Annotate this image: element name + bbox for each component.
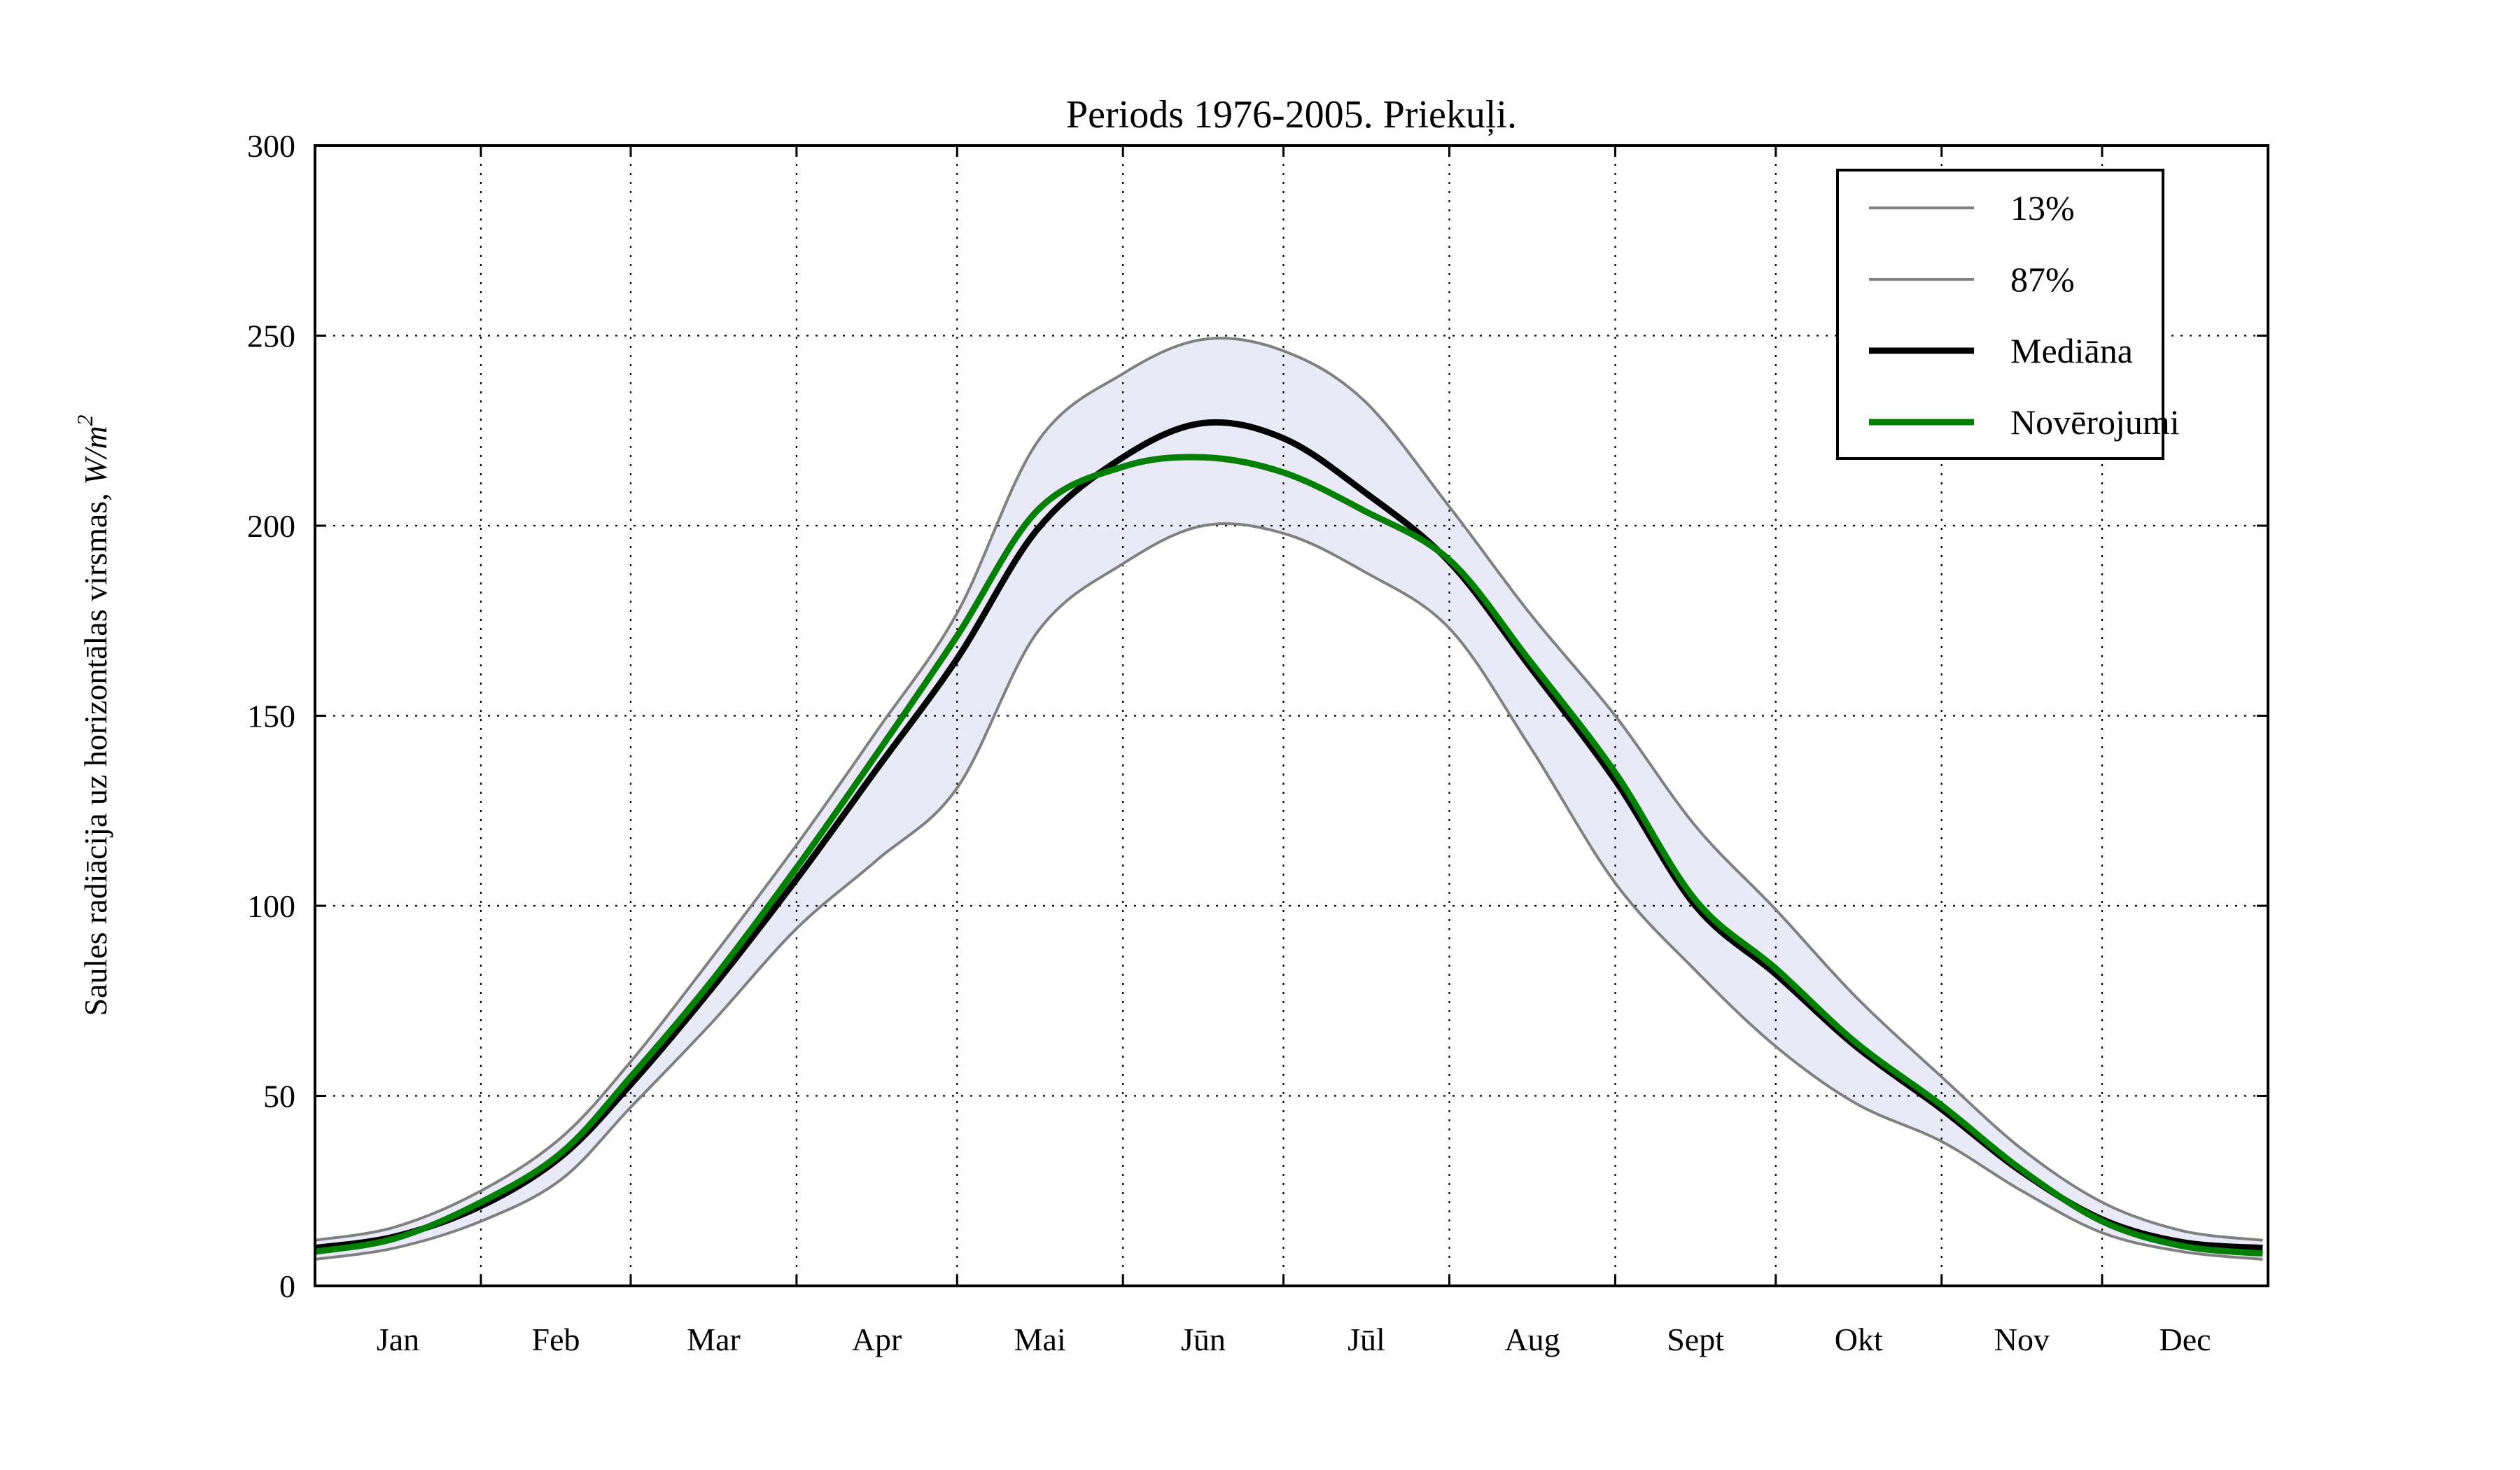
legend-label-noverojumi: Novērojumi	[2010, 402, 2180, 442]
x-tick-label-month: Jan	[377, 1322, 419, 1357]
x-tick-label-month: Mai	[1014, 1322, 1066, 1357]
y-tick-label: 200	[247, 508, 295, 544]
legend-label-mediana: Mediāna	[2010, 331, 2133, 370]
y-axis-label-text: Saules radiācija uz horizontālas virsmas…	[78, 485, 113, 1016]
line-13pct	[314, 522, 2263, 1261]
y-axis-label-math: W/m	[78, 426, 113, 484]
x-tick-label-month: Mar	[687, 1322, 741, 1357]
legend-box	[1836, 169, 2164, 460]
x-tick-label-month: Jūl	[1348, 1322, 1385, 1357]
x-tick-label-month: Okt	[1835, 1322, 1883, 1357]
x-tick-label-month: Nov	[1994, 1322, 2050, 1357]
x-tick-label-month: Apr	[852, 1322, 902, 1357]
y-tick-label: 100	[247, 888, 295, 924]
legend-label-87pct: 87%	[2010, 260, 2075, 299]
line-87pct	[314, 337, 2263, 1242]
x-tick-label-month: Dec	[2159, 1322, 2211, 1357]
legend-label-13pct: 13%	[2010, 188, 2075, 227]
y-tick-label: 300	[247, 128, 295, 164]
axis-tick-labels-layer: 0 50 100 150 200 250 300 Jan Feb Mar Apr Mai Jūn Jūl A…	[247, 128, 2211, 1357]
y-tick-label: 250	[247, 318, 295, 354]
axes-layer	[314, 144, 2269, 1287]
y-tick-label: 50	[263, 1079, 295, 1114]
x-tick-label-month: Aug	[1504, 1322, 1560, 1357]
x-tick-label-month: Feb	[532, 1322, 580, 1357]
y-axis-label-superscript: 2	[72, 414, 97, 426]
series-layer	[314, 337, 2263, 1261]
line-noverojumi	[314, 454, 2263, 1257]
legend: 13% 87% Mediāna Novērojumi	[1836, 169, 2180, 460]
y-tick-label: 0	[279, 1268, 295, 1304]
x-tick-label-month: Sept	[1667, 1322, 1724, 1357]
y-tick-label: 150	[247, 699, 295, 734]
y-axis-label: Saules radiācija uz horizontālas virsmas…	[72, 414, 113, 1016]
x-tick-label-month: Jūn	[1181, 1322, 1226, 1357]
chart-title: Periods 1976-2005. Priekuļi.	[1066, 93, 1517, 136]
